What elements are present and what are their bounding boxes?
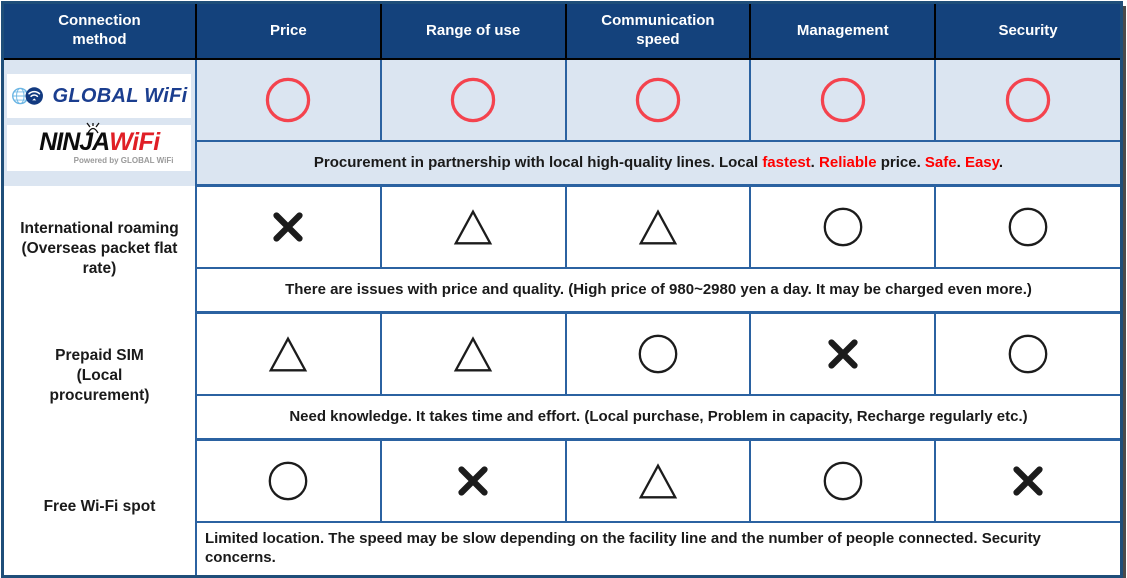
row-label-roaming: International roaming (Overseas packet f… — [4, 185, 197, 313]
ninja-wifi-logo: NINJAWiFi Powered by GLOBAL WiFi — [7, 122, 192, 172]
rating-free-wifi-range — [379, 439, 566, 522]
row-free-wifi-note: Limited location. The speed may be slow … — [4, 521, 1120, 575]
row-sublabel-text: (Local procurement) — [49, 366, 150, 405]
row-label-free-wifi: Free Wi-Fi spot — [4, 439, 197, 575]
rating-prepaid-price — [194, 312, 381, 395]
triangle-rating-icon — [453, 209, 493, 245]
header-communication-speed: Communication speed — [564, 4, 751, 60]
circle-rating-icon — [450, 77, 496, 123]
header-label: Management — [796, 21, 889, 39]
triangle-rating-icon — [453, 336, 493, 372]
connection-comparison-table: Connection method Price Range of use Com… — [4, 4, 1120, 575]
rating-free-wifi-management — [749, 439, 936, 522]
row-roaming-note: There are issues with price and quality.… — [4, 267, 1120, 314]
header-label: Communication speed — [601, 12, 715, 48]
rating-roaming-range — [379, 185, 566, 268]
rating-prepaid-security — [934, 312, 1120, 395]
row-label-text: Free Wi-Fi spot — [43, 498, 156, 516]
row-label-prepaid-sim: Prepaid SIM (Local procurement) — [4, 312, 197, 440]
circle-rating-icon — [820, 77, 865, 123]
global-wifi-logo-icon — [12, 87, 44, 105]
header-row: Connection method Price Range of use Com… — [4, 4, 1120, 60]
circle-rating-icon — [1005, 77, 1051, 123]
rating-global-wifi-management — [749, 59, 936, 141]
header-label: Range of use — [426, 21, 521, 39]
row-label-text: International roaming — [20, 219, 179, 237]
note-global-wifi: Procurement in partnership with local hi… — [194, 140, 1120, 187]
cross-rating-icon — [1013, 466, 1043, 496]
cross-rating-icon — [273, 212, 303, 242]
header-label: Price — [269, 21, 307, 39]
header-security: Security — [934, 4, 1120, 60]
circle-rating-icon — [823, 207, 863, 247]
ninja-wifi-wordmark: NINJAWiFi — [11, 122, 187, 155]
circle-rating-icon — [266, 77, 311, 123]
circle-rating-icon — [638, 334, 678, 374]
rating-prepaid-range — [379, 312, 566, 395]
header-price: Price — [194, 4, 381, 60]
circle-rating-icon — [635, 77, 681, 123]
brand-logos: GLOBAL WiFi NINJAWiFi Powered by GLOBAL … — [7, 74, 192, 172]
row-label-text: Prepaid SIM — [55, 346, 144, 364]
rating-roaming-security — [934, 185, 1120, 268]
row-global-wifi-symbols: GLOBAL WiFi NINJAWiFi Powered by GLOBAL … — [4, 59, 1120, 186]
rating-global-wifi-price — [194, 59, 381, 141]
header-connection-method: Connection method — [4, 4, 196, 60]
header-range-of-use: Range of use — [379, 4, 566, 60]
rating-roaming-management — [749, 185, 936, 268]
row-free-wifi-symbols: Free Wi-Fi spot — [4, 439, 1120, 575]
rating-free-wifi-security — [934, 439, 1120, 522]
note-roaming: There are issues with price and quality.… — [194, 267, 1120, 314]
rating-global-wifi-security — [934, 59, 1120, 141]
ninja-figure-icon — [86, 122, 100, 134]
cross-rating-icon — [828, 339, 858, 369]
triangle-rating-icon — [638, 209, 678, 245]
note-free-wifi: Limited location. The speed may be slow … — [194, 521, 1120, 575]
rating-prepaid-speed — [564, 312, 751, 395]
row-roaming-symbols: International roaming (Overseas packet f… — [4, 185, 1120, 313]
row-global-wifi-note: Procurement in partnership with local hi… — [4, 140, 1120, 187]
row-sublabel-text: (Overseas packet flat rate) — [21, 239, 178, 278]
row-prepaid-sim-symbols: Prepaid SIM (Local procurement) — [4, 312, 1120, 440]
circle-rating-icon — [268, 461, 308, 501]
header-label: Connection method — [58, 12, 141, 48]
rating-global-wifi-range — [379, 59, 566, 141]
header-label: Security — [998, 21, 1058, 39]
circle-rating-icon — [1008, 334, 1048, 374]
triangle-rating-icon — [269, 336, 308, 372]
circle-rating-icon — [1008, 207, 1048, 247]
header-management: Management — [749, 4, 936, 60]
powered-by-text: Powered by GLOBAL WiFi — [73, 156, 174, 166]
cross-rating-icon — [458, 466, 488, 496]
rating-global-wifi-speed — [564, 59, 751, 141]
rating-roaming-price — [194, 185, 381, 268]
rating-roaming-speed — [564, 185, 751, 268]
row-prepaid-sim-note: Need knowledge. It takes time and effort… — [4, 394, 1120, 441]
rating-prepaid-management — [749, 312, 936, 395]
global-wifi-wordmark: GLOBAL WiFi — [52, 85, 188, 108]
rating-free-wifi-speed — [564, 439, 751, 522]
rating-free-wifi-price — [194, 439, 381, 522]
row-label-global-wifi: GLOBAL WiFi NINJAWiFi Powered by GLOBAL … — [4, 59, 197, 186]
global-wifi-logo: GLOBAL WiFi — [7, 74, 192, 119]
triangle-rating-icon — [638, 463, 678, 499]
note-prepaid-sim: Need knowledge. It takes time and effort… — [194, 394, 1120, 441]
circle-rating-icon — [823, 461, 863, 501]
